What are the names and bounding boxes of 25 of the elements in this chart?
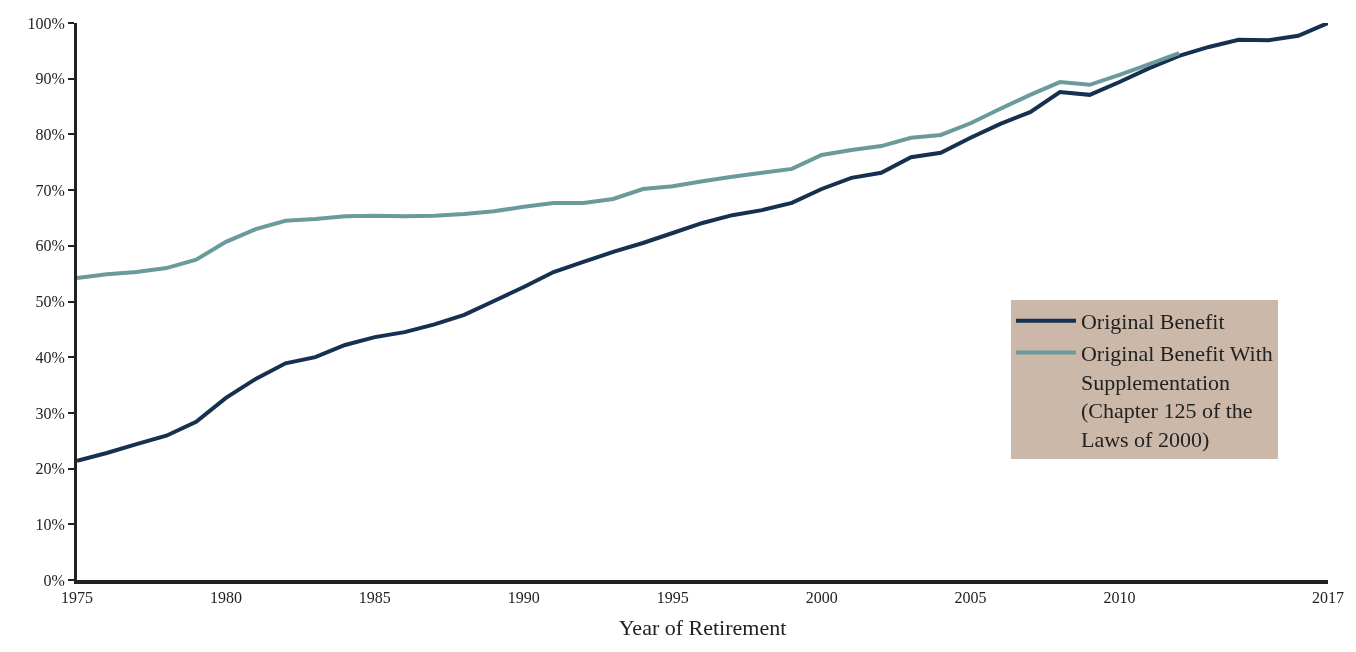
line-series	[77, 51, 1182, 281]
x-tick-label: 1995	[656, 589, 689, 607]
y-tick-label: 100%	[27, 14, 65, 32]
line-series	[77, 23, 1328, 463]
x-axis-title: Year of Retirement	[618, 614, 787, 640]
y-tick-label: 0%	[43, 571, 65, 589]
y-tick-label: 90%	[35, 70, 65, 88]
x-tick-label: 1990	[507, 589, 540, 607]
x-tick-label: 1985	[358, 589, 391, 607]
y-tick-label: 20%	[35, 460, 65, 478]
y-tick-label: 30%	[35, 404, 65, 422]
y-tick-label: 50%	[35, 293, 65, 311]
x-tick-label: 1980	[209, 589, 242, 607]
x-tick-label: 2017	[1312, 589, 1344, 607]
y-tick-label: 40%	[35, 348, 65, 366]
y-tick-label: 60%	[35, 237, 65, 255]
x-tick-label: 2005	[954, 589, 987, 607]
x-tick-label: 2010	[1103, 589, 1136, 607]
y-tick-label: 80%	[35, 126, 65, 143]
y-tick-label: 10%	[35, 515, 65, 533]
x-tick-label: 1975	[61, 589, 93, 607]
x-tick-label: 2000	[805, 589, 838, 607]
y-tick-label: 70%	[35, 181, 65, 199]
legend-label: Original Benefit With Supplementation (Chapter 125 of the Laws of 2000)	[1080, 340, 1273, 452]
legend-label: Original Benefit	[1080, 309, 1225, 335]
